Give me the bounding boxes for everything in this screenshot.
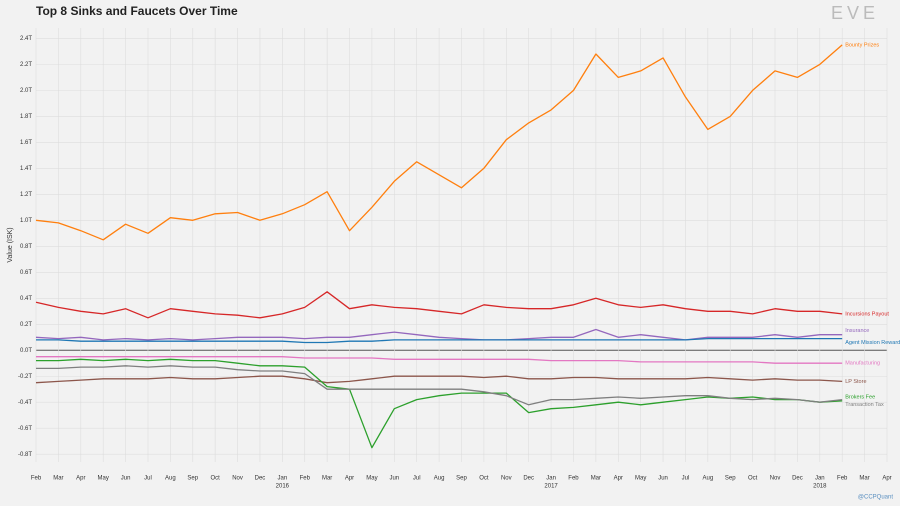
series-line bbox=[36, 365, 843, 406]
x-tick-label: Sep bbox=[187, 476, 198, 482]
x-tick-label: Feb bbox=[31, 476, 42, 482]
x-tick-label: Mar bbox=[859, 476, 869, 482]
x-tick-label: Oct bbox=[748, 476, 758, 482]
legend-label: Brokers Fee bbox=[845, 394, 875, 400]
series-line bbox=[36, 358, 843, 449]
x-tick-label: Feb bbox=[837, 476, 848, 482]
series-line bbox=[35, 328, 843, 341]
legend-label: Incursions Payout bbox=[845, 311, 889, 317]
y-tick-label: 0.8T bbox=[20, 244, 32, 250]
x-tick-label: Mar bbox=[322, 476, 332, 482]
y-tick-label: 1.2T bbox=[20, 192, 32, 198]
x-tick-label: Apr bbox=[76, 476, 85, 482]
y-tick-label: -0.8T bbox=[18, 452, 32, 458]
x-year-label: 2016 bbox=[276, 484, 290, 490]
y-tick-label: 2.4T bbox=[20, 36, 32, 42]
x-tick-label: Apr bbox=[345, 476, 354, 482]
y-tick-label: 0.6T bbox=[20, 270, 32, 276]
chart-title: Top 8 Sinks and Faucets Over Time bbox=[36, 4, 238, 18]
series-line bbox=[36, 356, 843, 364]
y-tick-label: 0.0T bbox=[20, 348, 32, 354]
credit: @CCPQuant bbox=[858, 495, 893, 501]
x-tick-label: Jun bbox=[658, 476, 668, 482]
y-tick-label: 1.8T bbox=[20, 114, 32, 120]
y-axis-label: Value (ISK) bbox=[7, 227, 14, 262]
x-tick-label: May bbox=[635, 476, 646, 482]
y-tick-label: 1.4T bbox=[20, 166, 32, 172]
x-tick-label: May bbox=[366, 476, 377, 482]
x-tick-label: Feb bbox=[568, 476, 579, 482]
x-tick-label: Aug bbox=[702, 476, 713, 482]
y-tick-label: -0.4T bbox=[18, 400, 32, 406]
series-line bbox=[35, 291, 843, 319]
x-tick-label: Jul bbox=[413, 476, 421, 482]
x-tick-label: Jan bbox=[815, 476, 825, 482]
legend-label: LP Store bbox=[845, 379, 866, 385]
x-tick-label: Jul bbox=[682, 476, 690, 482]
legend-label: Agent Mission Rewards bbox=[845, 340, 900, 346]
x-tick-label: Sep bbox=[456, 476, 467, 482]
x-tick-label: Nov bbox=[501, 476, 512, 482]
x-tick-label: Apr bbox=[882, 476, 891, 482]
x-tick-label: Sep bbox=[725, 476, 736, 482]
y-tick-label: 1.0T bbox=[20, 218, 32, 224]
legend-label: Insurance bbox=[845, 328, 869, 334]
x-tick-label: Mar bbox=[53, 476, 63, 482]
legend-label: Transaction Tax bbox=[845, 402, 884, 408]
x-tick-label: Apr bbox=[614, 476, 623, 482]
x-tick-label: Aug bbox=[434, 476, 445, 482]
x-tick-label: Oct bbox=[210, 476, 220, 482]
x-tick-label: Oct bbox=[479, 476, 489, 482]
x-tick-label: Mar bbox=[591, 476, 601, 482]
x-tick-label: Dec bbox=[792, 476, 803, 482]
x-tick-label: Nov bbox=[232, 476, 243, 482]
x-tick-label: Jan bbox=[546, 476, 556, 482]
y-tick-label: 0.4T bbox=[20, 296, 32, 302]
x-tick-label: Dec bbox=[523, 476, 534, 482]
series-line bbox=[35, 44, 843, 241]
x-tick-label: Dec bbox=[255, 476, 266, 482]
series-line bbox=[36, 337, 843, 344]
y-tick-label: 2.0T bbox=[20, 88, 32, 94]
series-line bbox=[35, 375, 843, 384]
x-tick-label: Aug bbox=[165, 476, 176, 482]
logo: EVE bbox=[831, 3, 879, 23]
x-tick-label: Nov bbox=[770, 476, 781, 482]
x-year-label: 2017 bbox=[544, 484, 558, 490]
legend-label: Bounty Prizes bbox=[845, 42, 879, 48]
x-tick-label: Jan bbox=[277, 476, 287, 482]
x-tick-label: Feb bbox=[300, 476, 311, 482]
y-tick-label: 0.2T bbox=[20, 322, 32, 328]
legend-label: Manufacturing bbox=[845, 361, 880, 367]
y-tick-label: 2.2T bbox=[20, 62, 32, 68]
x-tick-label: Jun bbox=[389, 476, 399, 482]
y-tick-label: -0.6T bbox=[18, 426, 32, 432]
x-tick-label: May bbox=[98, 476, 109, 482]
x-year-label: 2018 bbox=[813, 484, 827, 490]
x-tick-label: Jun bbox=[121, 476, 131, 482]
y-tick-label: 1.6T bbox=[20, 140, 32, 146]
y-tick-label: -0.2T bbox=[18, 374, 32, 380]
x-tick-label: Jul bbox=[144, 476, 152, 482]
